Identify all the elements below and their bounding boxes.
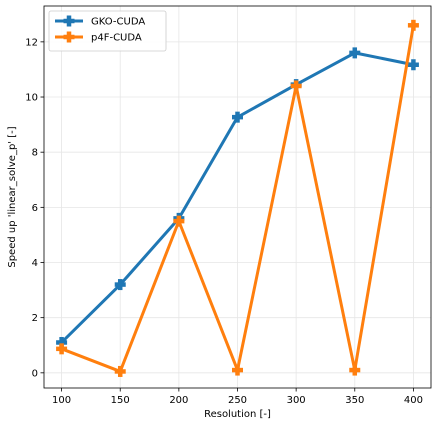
x-tick-label: 100	[52, 395, 71, 406]
x-axis-label: Resolution [-]	[204, 409, 271, 420]
y-tick-label: 0	[32, 368, 38, 379]
series-layer	[56, 19, 419, 377]
marker-bar-v	[352, 364, 358, 376]
marker-bar-v	[411, 19, 416, 31]
data-point	[232, 364, 243, 376]
x-tick-label: 250	[228, 395, 247, 406]
y-tick-label: 4	[32, 258, 38, 269]
y-axis-label: Speed up 'linear_solve_p' [-]	[7, 126, 18, 267]
x-axis: 100 150 200 250 300 350 400	[52, 388, 423, 406]
marker-bar-v	[66, 15, 72, 27]
legend: GKO-CUDA p4F-CUDA	[48, 10, 167, 52]
x-tick-label: 350	[345, 395, 364, 406]
legend-item: GKO-CUDA	[55, 15, 145, 28]
y-tick-label: 8	[32, 148, 38, 159]
legend-item: p4F-CUDA	[55, 31, 142, 44]
y-tick-label: 10	[25, 93, 38, 104]
y-tick-label: 6	[32, 203, 38, 214]
data-point	[232, 111, 243, 123]
y-tick-label: 12	[25, 37, 38, 48]
x-tick-label: 300	[287, 395, 306, 406]
data-point	[56, 336, 68, 348]
data-point	[173, 215, 185, 227]
x-tick-label: 150	[111, 395, 130, 406]
x-tick-label: 400	[404, 395, 423, 406]
marker-bar-v	[117, 365, 123, 377]
marker-bar-v	[59, 336, 64, 348]
data-point	[114, 365, 126, 377]
marker-bar-v	[352, 47, 358, 59]
data-point	[290, 80, 302, 92]
marker-bar-v	[66, 31, 72, 43]
data-point	[56, 343, 68, 355]
marker-bar-v	[411, 59, 416, 71]
data-point	[349, 47, 361, 59]
y-tick-label: 2	[32, 313, 38, 324]
data-point	[407, 19, 419, 31]
marker-bar-v	[235, 364, 240, 376]
marker-bar-v	[176, 215, 182, 227]
data-point	[407, 59, 419, 71]
marker-bar-v	[293, 80, 299, 92]
series-p4f-cuda	[56, 19, 419, 377]
legend-label: p4F-CUDA	[91, 33, 142, 44]
marker-bar-v	[117, 279, 123, 291]
y-axis: 0 2 4 6 8 10 12	[25, 37, 44, 379]
data-point	[349, 364, 361, 376]
grid	[44, 6, 431, 388]
legend-label: GKO-CUDA	[91, 17, 145, 28]
x-tick-label: 200	[169, 395, 188, 406]
data-point	[114, 279, 126, 291]
marker-bar-v	[59, 343, 64, 355]
marker-bar-v	[235, 111, 240, 123]
